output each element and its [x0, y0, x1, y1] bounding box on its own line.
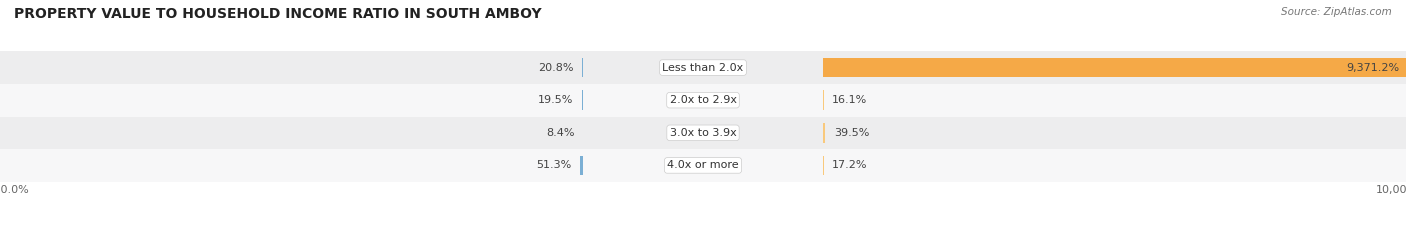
Bar	[0, 116, 1406, 149]
Text: 2.0x to 2.9x: 2.0x to 2.9x	[669, 95, 737, 105]
Text: 4.0x or more: 4.0x or more	[668, 161, 738, 170]
Text: 51.3%: 51.3%	[536, 161, 571, 170]
Bar	[582, 58, 583, 77]
Bar	[823, 58, 1406, 77]
Bar	[0, 84, 1406, 116]
Text: Less than 2.0x: Less than 2.0x	[662, 63, 744, 72]
Text: 17.2%: 17.2%	[832, 161, 868, 170]
Text: 9,371.2%: 9,371.2%	[1346, 63, 1399, 72]
Text: Source: ZipAtlas.com: Source: ZipAtlas.com	[1281, 7, 1392, 17]
Text: 8.4%: 8.4%	[546, 128, 575, 138]
Bar	[823, 123, 825, 143]
Text: 16.1%: 16.1%	[832, 95, 868, 105]
Text: 19.5%: 19.5%	[538, 95, 574, 105]
Bar	[0, 149, 1406, 182]
Bar	[0, 51, 1406, 84]
Text: 20.8%: 20.8%	[538, 63, 574, 72]
Text: PROPERTY VALUE TO HOUSEHOLD INCOME RATIO IN SOUTH AMBOY: PROPERTY VALUE TO HOUSEHOLD INCOME RATIO…	[14, 7, 541, 21]
Bar	[579, 156, 583, 175]
Text: 3.0x to 3.9x: 3.0x to 3.9x	[669, 128, 737, 138]
Text: 39.5%: 39.5%	[834, 128, 869, 138]
